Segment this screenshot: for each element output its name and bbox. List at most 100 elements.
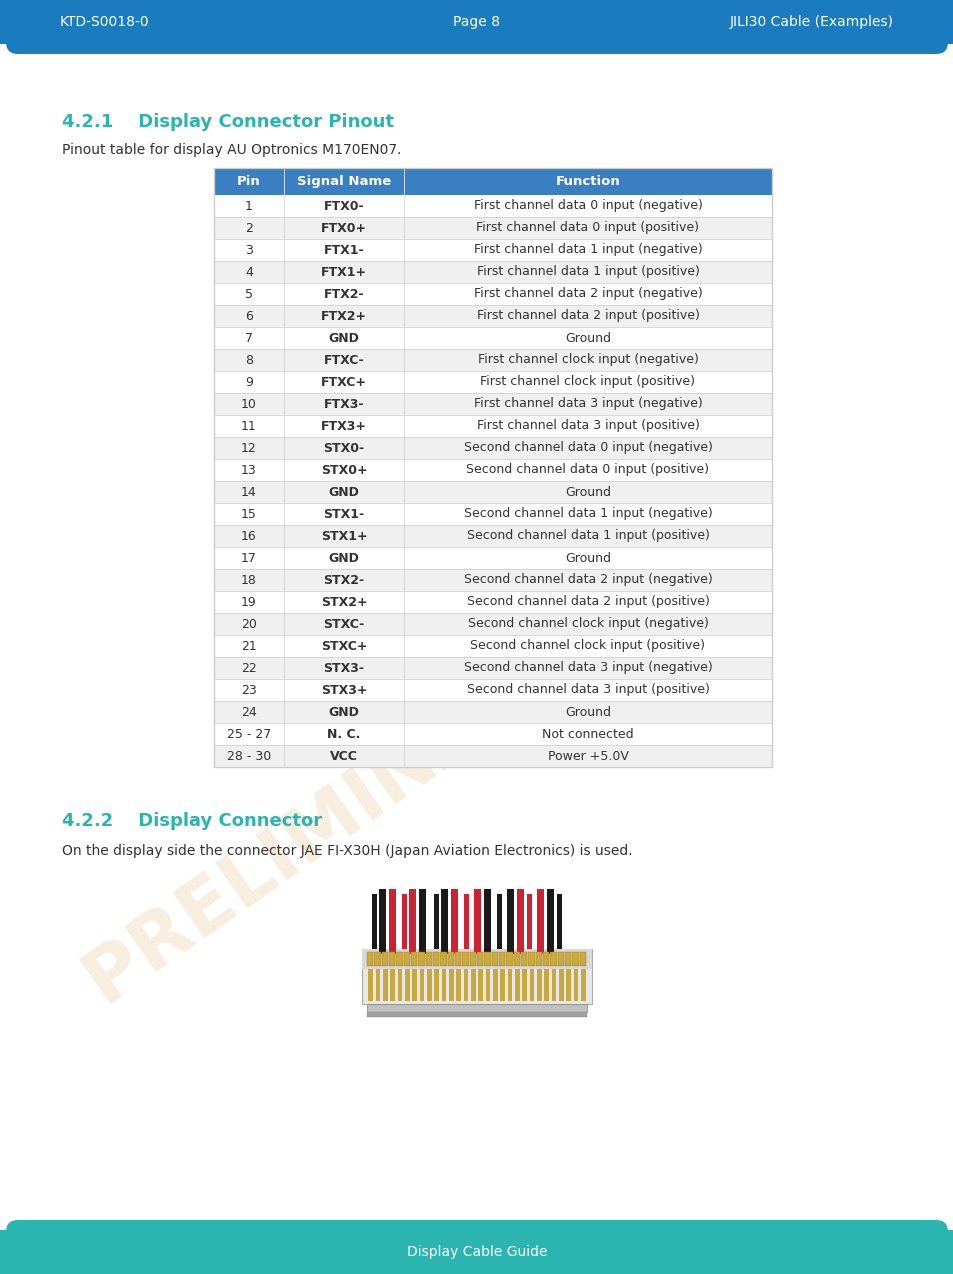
Text: FTX2-: FTX2- <box>323 288 364 301</box>
Text: PRELIMINARY: PRELIMINARY <box>71 623 589 1017</box>
Text: STX0-: STX0- <box>323 442 364 455</box>
Bar <box>213 701 771 724</box>
Bar <box>401 894 407 954</box>
Text: First channel data 3 input (negative): First channel data 3 input (negative) <box>473 397 701 410</box>
Bar <box>213 569 771 591</box>
Bar <box>213 679 771 701</box>
Bar <box>213 283 771 304</box>
Bar <box>427 970 431 1001</box>
Text: 11: 11 <box>241 419 256 432</box>
Bar <box>440 952 446 966</box>
Text: Ground: Ground <box>564 331 610 344</box>
Bar <box>381 952 388 966</box>
Text: STX1+: STX1+ <box>320 530 367 543</box>
Text: First channel data 1 input (positive): First channel data 1 input (positive) <box>476 265 699 279</box>
Bar <box>498 952 505 966</box>
Bar <box>213 459 771 482</box>
Bar <box>451 889 457 954</box>
Bar <box>213 745 771 767</box>
Bar <box>522 970 526 1001</box>
Bar <box>389 889 395 954</box>
Text: Second channel data 0 input (negative): Second channel data 0 input (negative) <box>463 442 712 455</box>
Bar <box>447 952 454 966</box>
Bar <box>213 525 771 547</box>
Text: Second channel data 1 input (negative): Second channel data 1 input (negative) <box>463 507 712 521</box>
Text: Second channel clock input (negative): Second channel clock input (negative) <box>467 618 708 631</box>
Text: 20: 20 <box>241 618 256 631</box>
Bar <box>367 1004 586 1012</box>
Text: FTXC-: FTXC- <box>323 353 364 367</box>
Text: Second channel data 3 input (negative): Second channel data 3 input (negative) <box>463 661 712 674</box>
Text: FTX0+: FTX0+ <box>320 222 367 234</box>
Bar <box>564 952 571 966</box>
Bar <box>213 613 771 634</box>
Bar <box>506 889 514 954</box>
Bar <box>579 952 585 966</box>
Bar <box>411 952 416 966</box>
Text: STXC-: STXC- <box>323 618 364 631</box>
Bar <box>500 970 504 1001</box>
Bar <box>529 970 534 1001</box>
Text: STX2+: STX2+ <box>320 595 367 609</box>
Bar <box>397 970 402 1001</box>
Bar <box>551 970 556 1001</box>
Bar <box>484 952 490 966</box>
Text: FTX0-: FTX0- <box>323 200 364 213</box>
Bar <box>491 952 497 966</box>
Bar <box>542 952 549 966</box>
Bar <box>213 591 771 613</box>
Text: First channel data 2 input (negative): First channel data 2 input (negative) <box>473 288 701 301</box>
Text: GND: GND <box>328 706 359 719</box>
Text: Power +5.0V: Power +5.0V <box>547 749 628 763</box>
Bar <box>463 894 469 954</box>
Bar <box>213 634 771 657</box>
Bar <box>213 547 771 569</box>
Text: STX0+: STX0+ <box>320 464 367 476</box>
Text: 3: 3 <box>245 243 253 256</box>
Text: Second channel data 1 input (positive): Second channel data 1 input (positive) <box>466 530 709 543</box>
Text: 21: 21 <box>241 640 256 652</box>
Bar <box>395 952 402 966</box>
Text: 1: 1 <box>245 200 253 213</box>
Text: 12: 12 <box>241 442 256 455</box>
Text: First channel data 0 input (negative): First channel data 0 input (negative) <box>473 200 701 213</box>
Bar <box>506 952 512 966</box>
Bar <box>418 889 426 954</box>
FancyBboxPatch shape <box>6 1220 947 1274</box>
Text: Second channel clock input (positive): Second channel clock input (positive) <box>470 640 705 652</box>
Bar <box>0 1229 953 1274</box>
Text: GND: GND <box>328 331 359 344</box>
Bar <box>375 970 380 1001</box>
Bar <box>550 952 557 966</box>
Bar <box>374 952 380 966</box>
Text: VCC: VCC <box>330 749 357 763</box>
Text: 17: 17 <box>241 552 256 564</box>
Bar <box>361 949 592 970</box>
Text: 4.2.2    Display Connector: 4.2.2 Display Connector <box>62 812 322 829</box>
Text: Second channel data 3 input (positive): Second channel data 3 input (positive) <box>466 683 709 697</box>
Text: First channel data 2 input (positive): First channel data 2 input (positive) <box>476 310 699 322</box>
Text: GND: GND <box>328 485 359 498</box>
Bar <box>372 894 376 954</box>
Text: N. C.: N. C. <box>327 727 360 740</box>
Bar <box>546 889 554 954</box>
Bar <box>213 240 771 261</box>
Bar <box>213 657 771 679</box>
Bar <box>515 970 519 1001</box>
Text: 13: 13 <box>241 464 256 476</box>
Bar <box>418 952 424 966</box>
Text: First channel data 3 input (positive): First channel data 3 input (positive) <box>476 419 699 432</box>
Text: Second channel data 2 input (positive): Second channel data 2 input (positive) <box>466 595 709 609</box>
Bar <box>409 889 416 954</box>
Text: First channel clock input (positive): First channel clock input (positive) <box>480 376 695 389</box>
Text: First channel clock input (negative): First channel clock input (negative) <box>477 353 698 367</box>
Text: Display Cable Guide: Display Cable Guide <box>406 1245 547 1259</box>
Bar <box>558 952 563 966</box>
Bar <box>557 894 561 954</box>
Bar <box>213 392 771 415</box>
Bar <box>412 970 416 1001</box>
Text: 9: 9 <box>245 376 253 389</box>
Text: 18: 18 <box>241 573 256 586</box>
Bar <box>367 952 373 966</box>
Text: 2: 2 <box>245 222 253 234</box>
